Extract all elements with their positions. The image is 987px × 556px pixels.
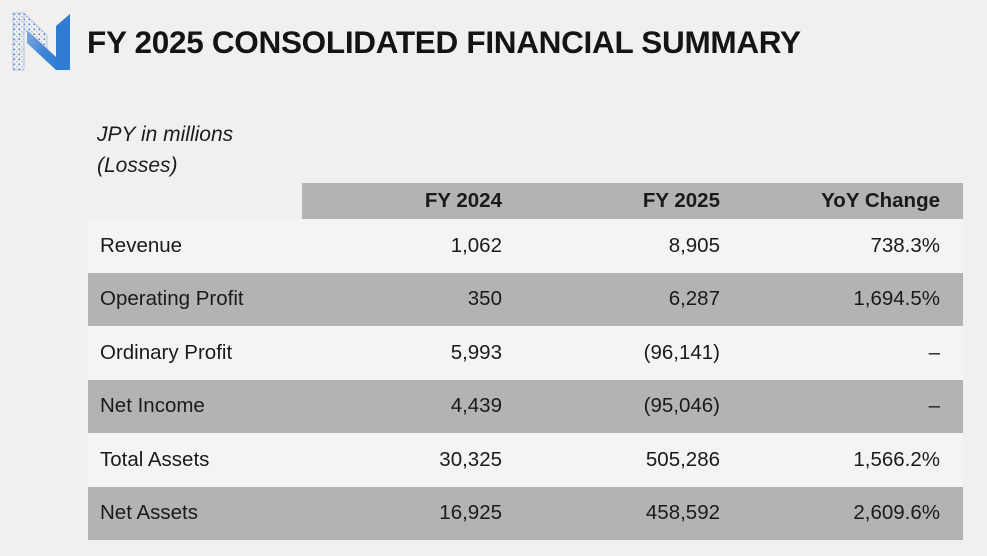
row-label: Revenue (88, 219, 302, 273)
table-row-ordinary-profit: Ordinary Profit 5,993 (96,141) – (88, 326, 963, 380)
yoy-value: 1,694.5% (720, 272, 963, 326)
fy2024-value: 1,062 (302, 219, 502, 273)
table-row-net-assets: Net Assets 16,925 458,592 2,609.6% (88, 486, 963, 540)
fy2024-value: 30,325 (302, 433, 502, 487)
fy2024-value: 16,925 (302, 486, 502, 540)
fy2024-value: 5,993 (302, 326, 502, 380)
financial-summary-table: FY 2024 FY 2025 YoY Change Revenue 1,062… (88, 183, 963, 540)
m-logo-icon (12, 12, 70, 71)
losses-line: (Losses) (97, 154, 178, 177)
fy2025-value: 6,287 (502, 272, 720, 326)
fy2024-value: 350 (302, 272, 502, 326)
yoy-value: 738.3% (720, 219, 963, 273)
header-cell-fy2025: FY 2025 (502, 183, 720, 219)
fy2025-value: 458,592 (502, 486, 720, 540)
table-row-revenue: Revenue 1,062 8,905 738.3% (88, 219, 963, 273)
header-cell-yoy: YoY Change (720, 183, 963, 219)
yoy-value: – (720, 379, 963, 433)
row-label: Net Assets (88, 486, 302, 540)
table-units-note: JPY in millions (Losses) (97, 119, 233, 181)
yoy-value: 2,609.6% (720, 486, 963, 540)
table-header-row: FY 2024 FY 2025 YoY Change (88, 183, 963, 219)
table-row-operating-profit: Operating Profit 350 6,287 1,694.5% (88, 272, 963, 326)
page-title: FY 2025 CONSOLIDATED FINANCIAL SUMMARY (87, 24, 801, 60)
company-m-logo (8, 8, 72, 72)
fy2025-value: 8,905 (502, 219, 720, 273)
fy2025-value: (95,046) (502, 379, 720, 433)
row-label: Net Income (88, 379, 302, 433)
row-label: Total Assets (88, 433, 302, 487)
header-cell-empty (88, 183, 302, 219)
table-row-total-assets: Total Assets 30,325 505,286 1,566.2% (88, 433, 963, 487)
fy2024-value: 4,439 (302, 379, 502, 433)
row-label: Operating Profit (88, 272, 302, 326)
row-label: Ordinary Profit (88, 326, 302, 380)
table-row-net-income: Net Income 4,439 (95,046) – (88, 379, 963, 433)
yoy-value: 1,566.2% (720, 433, 963, 487)
yoy-value: – (720, 326, 963, 380)
units-line: JPY in millions (97, 123, 234, 146)
fy2025-value: (96,141) (502, 326, 720, 380)
fy2025-value: 505,286 (502, 433, 720, 487)
header-cell-fy2024: FY 2024 (302, 183, 502, 219)
